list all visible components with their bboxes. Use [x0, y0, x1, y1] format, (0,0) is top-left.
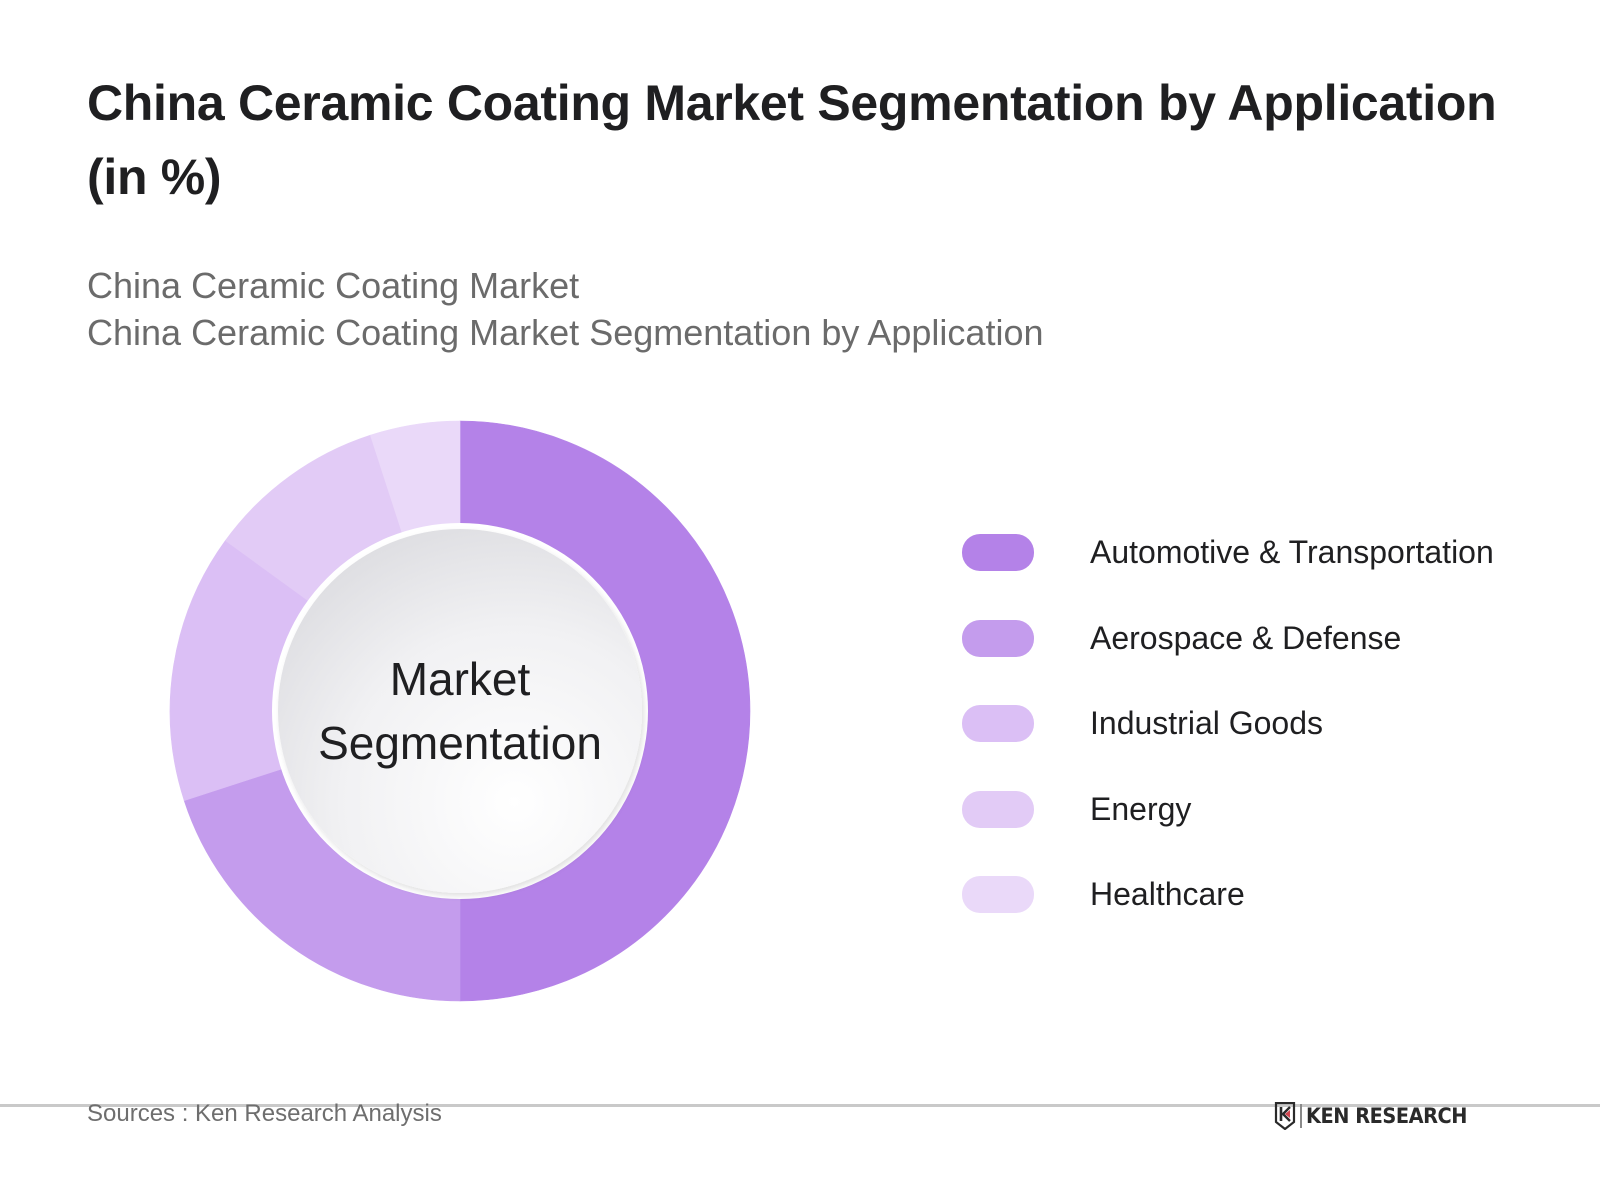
legend-label: Automotive & Transportation — [1090, 534, 1494, 571]
donut-hub — [278, 529, 642, 893]
legend-swatch — [962, 534, 1034, 572]
legend-item-energy[interactable]: Energy — [962, 767, 1494, 853]
ken-research-logo: KEN RESEARCH — [1274, 1101, 1481, 1131]
legend-label: Energy — [1090, 790, 1192, 827]
ken-research-shield-k-icon — [1274, 1102, 1296, 1130]
legend-swatch — [962, 790, 1034, 828]
legend-label: Healthcare — [1090, 876, 1245, 913]
legend-item-automotive[interactable]: Automotive & Transportation — [962, 510, 1494, 596]
legend-swatch — [962, 619, 1034, 657]
source-note: Sources : Ken Research Analysis — [87, 1100, 442, 1127]
logo-text: KEN RESEARCH — [1306, 1104, 1467, 1128]
logo-separator — [1300, 1104, 1302, 1128]
subtitle-line-1: China Ceramic Coating Market — [87, 265, 580, 306]
donut-chart: Market Segmentation — [160, 411, 760, 1011]
footer-divider — [0, 1104, 1600, 1107]
legend-item-healthcare[interactable]: Healthcare — [962, 852, 1494, 938]
donut-chart-svg — [169, 420, 751, 1002]
chart-legend: Automotive & Transportation Aerospace & … — [962, 510, 1494, 938]
legend-swatch — [962, 876, 1034, 914]
legend-item-aerospace[interactable]: Aerospace & Defense — [962, 596, 1494, 682]
chart-title: China Ceramic Coating Market Segmentatio… — [87, 75, 1497, 205]
legend-label: Aerospace & Defense — [1090, 619, 1402, 656]
legend-swatch — [962, 705, 1034, 743]
legend-item-industrial[interactable]: Industrial Goods — [962, 681, 1494, 767]
subtitle-line-2: China Ceramic Coating Market Segmentatio… — [87, 312, 1044, 353]
chart-subtitle: China Ceramic Coating Market China Ceram… — [87, 262, 1044, 356]
legend-label: Industrial Goods — [1090, 705, 1324, 742]
